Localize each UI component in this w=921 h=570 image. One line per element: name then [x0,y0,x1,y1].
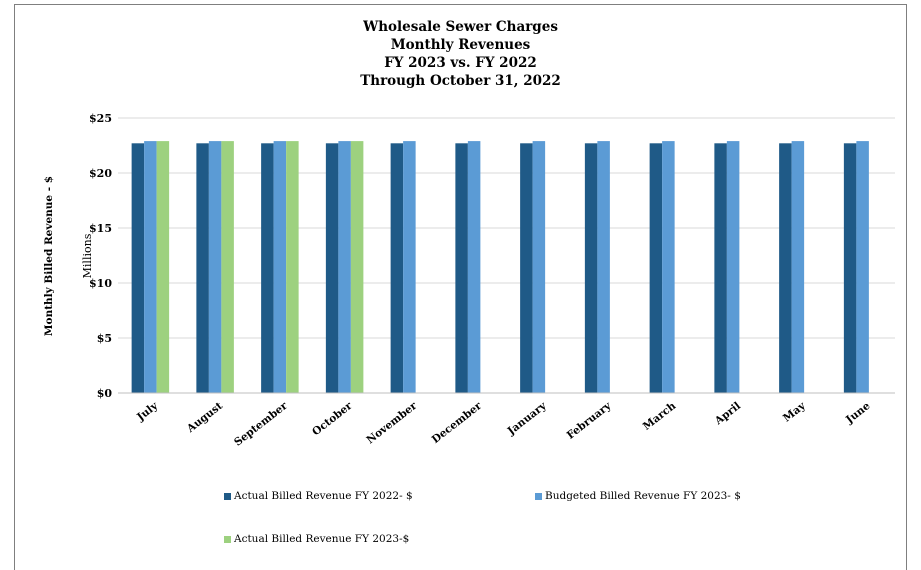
bar-july-series-1 [131,143,145,393]
y-tick-label: $25 [89,112,112,125]
bar-january-series-2 [532,141,546,393]
bar-april-series-2 [726,141,740,393]
bar-july-series-3 [156,141,170,393]
bar-december-series-1 [455,143,468,393]
legend-item-budgeted-fy2023: Budgeted Billed Revenue FY 2023- $ [535,490,741,502]
legend-swatch [224,492,231,500]
legend-label: Actual Billed Revenue FY 2022- $ [234,490,413,502]
x-tick-label-august: August [184,400,225,436]
y-tick-label: $5 [97,332,112,345]
y-tick-label: $20 [89,167,112,180]
bar-november-series-1 [390,143,404,393]
x-axis-tick-labels: July August September October November Decemb… [134,399,873,448]
chart-title: Wholesale Sewer Charges Monthly Revenues… [0,18,921,90]
bar-march-series-2 [662,141,675,393]
x-tick-label-september: September [232,400,290,449]
bar-march-series-1 [649,143,663,393]
bar-february-series-2 [597,141,610,393]
bar-may-series-2 [791,141,805,393]
bar-july-series-2 [144,141,157,393]
bar-february-series-1 [584,143,598,393]
bar-june-series-2 [856,141,869,393]
y-tick-label: $10 [89,277,112,290]
chart-title-line-3: FY 2023 vs. FY 2022 [384,55,537,71]
bar-september-series-2 [273,141,287,393]
x-tick-label-march: March [641,400,679,433]
bar-november-series-2 [403,141,416,393]
y-axis-label: Monthly Billed Revenue - $ [43,176,55,336]
bar-october-series-1 [325,143,339,393]
bar-august-series-1 [196,143,209,393]
x-tick-label-april: April [712,400,743,428]
bar-december-series-2 [467,141,481,393]
chart-title-line-4: Through October 31, 2022 [360,73,561,89]
bar-august-series-2 [208,141,222,393]
x-tick-label-june: June [843,400,873,427]
bar-january-series-1 [520,143,533,393]
x-tick-label-january: January [505,399,550,438]
legend-item-actual-fy2023: Actual Billed Revenue FY 2023-$ [224,533,409,545]
y-tick-label: $15 [89,222,112,235]
legend-swatch [535,492,542,500]
y-axis-tick-labels: $0 $5 $10 $15 $20 $25 [89,112,112,400]
legend-label: Actual Billed Revenue FY 2023-$ [234,533,410,545]
bar-september-series-1 [261,143,274,393]
x-tick-label-july: July [134,399,161,424]
bar-april-series-1 [714,143,727,393]
x-tick-label-february: February [565,399,614,441]
y-axis-unit-label: Millions [81,233,94,278]
bar-october-series-3 [350,141,364,393]
chart-title-line-1: Wholesale Sewer Charges [363,19,558,35]
x-tick-label-november: November [365,400,420,447]
legend-label: Budgeted Billed Revenue FY 2023- $ [545,490,741,502]
gridlines [118,117,895,339]
x-tick-label-may: May [781,399,808,424]
legend-swatch [224,535,231,543]
bar-september-series-3 [286,141,299,393]
bars [131,141,869,393]
bar-may-series-1 [779,143,792,393]
legend-item-actual-fy2022: Actual Billed Revenue FY 2022- $ [224,490,413,502]
chart-title-line-2: Monthly Revenues [390,37,531,53]
x-tick-label-october: October [310,400,355,439]
bar-june-series-1 [843,143,857,393]
bar-august-series-3 [221,141,234,393]
bar-october-series-2 [338,141,351,393]
x-tick-label-december: December [430,400,485,446]
y-tick-label: $0 [97,387,113,400]
